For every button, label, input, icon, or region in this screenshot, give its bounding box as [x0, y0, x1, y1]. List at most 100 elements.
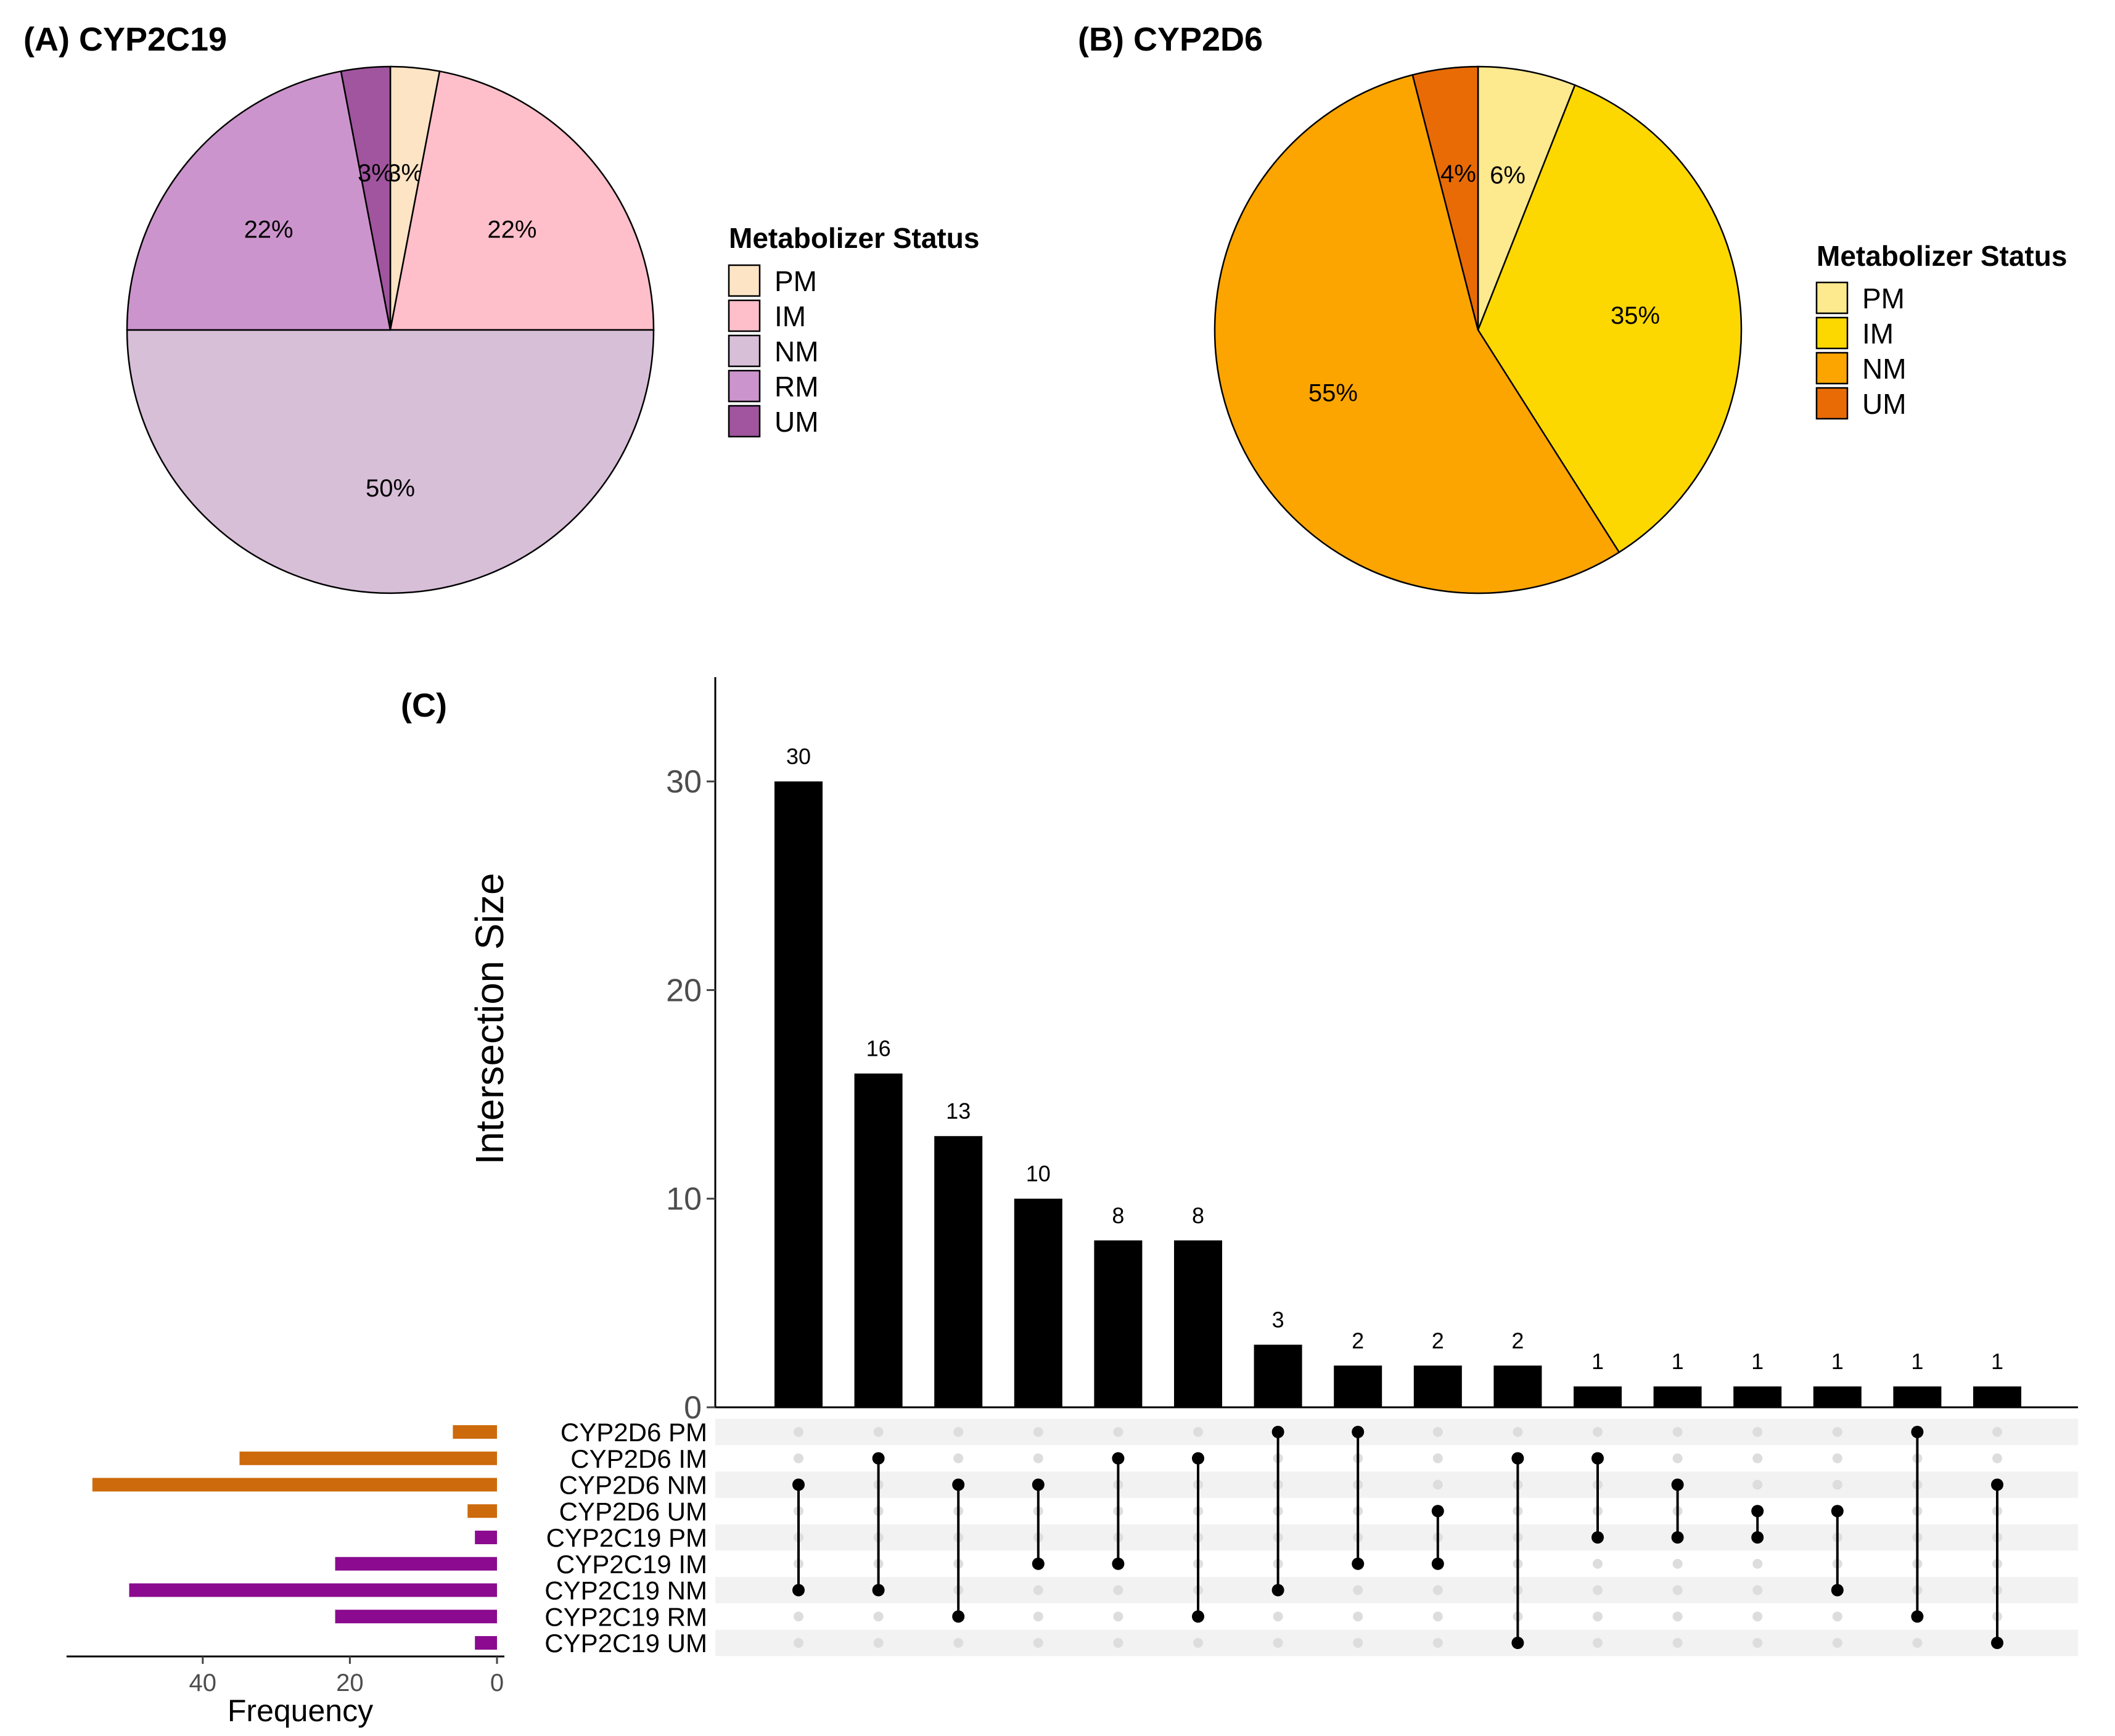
pie-a-legend-key-im [728, 299, 761, 332]
pie-a-legend-label-im: IM [774, 300, 806, 332]
matrix-dot-active [1671, 1531, 1684, 1544]
matrix-dot-inactive [1193, 1638, 1203, 1648]
pie-a-label-nm: 50% [366, 475, 415, 502]
set-label-cyp2c19-pm: CYP2C19 PM [546, 1523, 707, 1552]
set-size-x-tick-label: 20 [336, 1669, 364, 1697]
matrix-stripe [715, 1418, 2078, 1446]
matrix-dot-inactive [1832, 1427, 1842, 1437]
set-label-cyp2c19-rm: CYP2C19 RM [544, 1602, 707, 1631]
matrix-dot-inactive [1593, 1427, 1603, 1437]
intersection-bar [1094, 1240, 1143, 1407]
upset-y-tick-label: 30 [666, 764, 702, 800]
set-size-bar-cyp2d6-im [239, 1451, 497, 1465]
matrix-dot-inactive [1752, 1638, 1763, 1648]
matrix-dot-inactive [1432, 1427, 1443, 1437]
matrix-dot-active [792, 1478, 805, 1491]
pie-a-legend-key-rm [728, 369, 761, 403]
matrix-dot-inactive [1113, 1427, 1123, 1437]
matrix-dot-inactive [1672, 1638, 1683, 1648]
set-label-cyp2c19-um: CYP2C19 UM [544, 1629, 707, 1658]
matrix-dot-inactive [1593, 1585, 1603, 1595]
matrix-dot-inactive [1593, 1638, 1603, 1648]
intersection-bar [1493, 1365, 1542, 1407]
matrix-dot-active [872, 1452, 885, 1465]
matrix-dot-inactive [1752, 1427, 1763, 1437]
pie-b-legend-label-nm: NM [1862, 353, 1907, 385]
matrix-dot-inactive [873, 1638, 884, 1648]
intersection-bar-label: 2 [1352, 1328, 1364, 1353]
set-label-cyp2c19-nm: CYP2C19 NM [544, 1576, 707, 1605]
intersection-bar-label: 30 [786, 744, 811, 769]
matrix-dot-active [1831, 1505, 1844, 1518]
pie-a-legend-key-nm [728, 334, 761, 368]
pie-a-legend-label-rm: RM [774, 371, 819, 403]
matrix-stripe [715, 1524, 2078, 1551]
intersection-bar [934, 1136, 983, 1407]
matrix-dot-inactive [1752, 1558, 1763, 1569]
matrix-dot-inactive [1113, 1638, 1123, 1648]
intersection-bar [1174, 1240, 1222, 1407]
intersection-matrix [792, 1426, 2003, 1649]
intersection-bar-label: 8 [1112, 1203, 1124, 1228]
pie-b-label-im: 35% [1611, 302, 1660, 329]
matrix-dot-inactive [873, 1427, 884, 1437]
matrix-dot-inactive [1752, 1585, 1763, 1595]
panel-b: (B) CYP2D6 6% 35% 55% 4% Metabolizer Status… [1078, 21, 2067, 594]
matrix-dot-inactive [1353, 1611, 1363, 1622]
intersection-bar [1574, 1386, 1622, 1407]
pie-b-legend-key-um [1815, 387, 1849, 420]
matrix-stripe [715, 1471, 2078, 1498]
pie-a-label-pm: 3% [387, 160, 423, 187]
intersection-bar-label: 1 [1911, 1349, 1923, 1374]
matrix-dot-inactive [1832, 1453, 1842, 1463]
matrix-dot-active [952, 1610, 965, 1623]
matrix-dot-inactive [1033, 1611, 1043, 1622]
intersection-bar-label: 16 [866, 1036, 891, 1061]
matrix-dot-active [1831, 1584, 1844, 1597]
matrix-dot-inactive [1593, 1611, 1603, 1622]
matrix-dot-active [1032, 1557, 1045, 1570]
matrix-dot-active [1352, 1426, 1365, 1438]
intersection-bar-label: 2 [1432, 1328, 1444, 1353]
matrix-dot-inactive [1672, 1427, 1683, 1437]
intersection-bar-label: 8 [1192, 1203, 1204, 1228]
set-size-axis: 40 20 0 [66, 1655, 504, 1697]
pie-a-slice-um [340, 65, 392, 331]
intersection-bar [774, 781, 823, 1407]
matrix-dot-inactive [1912, 1638, 1923, 1648]
set-size-x-tick-label: 40 [189, 1669, 217, 1697]
intersection-bar-label: 1 [1672, 1349, 1684, 1374]
pie-b-legend-label-im: IM [1862, 318, 1894, 350]
matrix-dot-inactive [794, 1638, 803, 1648]
matrix-dot-inactive [1992, 1453, 2002, 1463]
matrix-dot-active [1112, 1557, 1125, 1570]
matrix-stripes [715, 1418, 2078, 1656]
matrix-dot-inactive [1432, 1453, 1443, 1463]
matrix-dot-inactive [1832, 1611, 1842, 1622]
matrix-dot-inactive [1033, 1453, 1043, 1463]
matrix-dot-inactive [953, 1453, 964, 1463]
pie-b-legend-key-pm [1815, 281, 1849, 315]
matrix-dot-inactive [953, 1638, 964, 1648]
set-label-cyp2d6-um: CYP2D6 UM [559, 1497, 707, 1526]
matrix-dot-inactive [1593, 1558, 1603, 1569]
pie-b-legend-title: Metabolizer Status [1817, 240, 2067, 272]
matrix-dot-active [1591, 1452, 1604, 1465]
matrix-dot-active [1271, 1426, 1284, 1438]
matrix-dot-inactive [1193, 1427, 1203, 1437]
upset-y-tick-label: 20 [666, 973, 702, 1008]
intersection-bar [1973, 1386, 2021, 1407]
panel-a: (A) CYP2C19 3% 22% 50% 22% 3% Metabolizer St… [23, 21, 979, 594]
matrix-dot-active [1911, 1426, 1924, 1438]
matrix-dot-inactive [1432, 1611, 1443, 1622]
matrix-dot-active [1991, 1478, 2003, 1491]
matrix-dot-inactive [1273, 1638, 1283, 1648]
matrix-dot-inactive [953, 1427, 964, 1437]
pie-b-legend-key-im [1815, 316, 1849, 350]
set-size-bar-cyp2d6-pm [453, 1425, 497, 1439]
matrix-dot-inactive [1113, 1585, 1123, 1595]
intersection-bar-label: 1 [1831, 1349, 1844, 1374]
matrix-dot-active [1751, 1505, 1764, 1518]
